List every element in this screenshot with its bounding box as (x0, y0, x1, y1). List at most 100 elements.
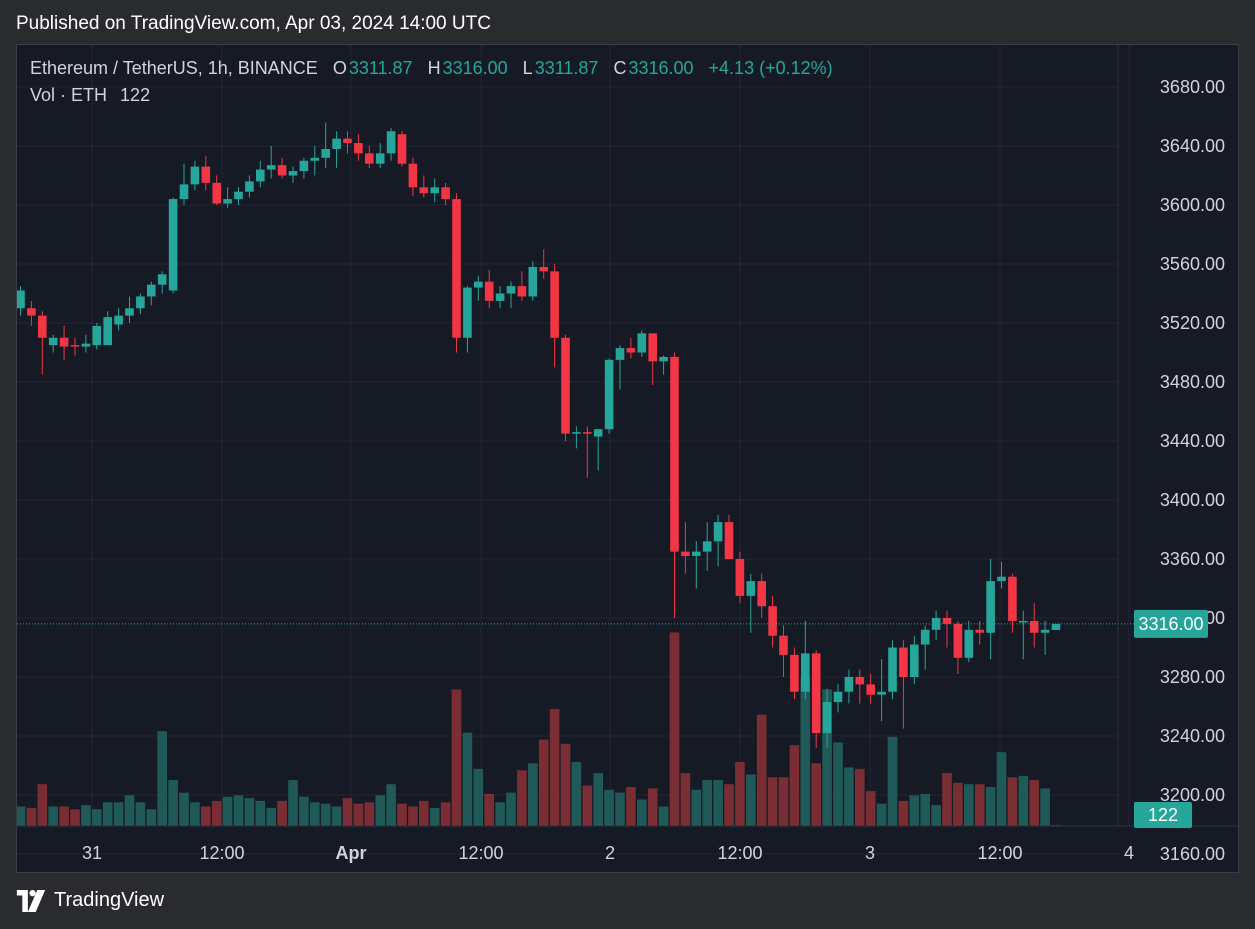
volume-bar (17, 806, 26, 826)
candle-body (920, 629, 930, 645)
symbol-title[interactable]: Ethereum / TetherUS, 1h, BINANCE (30, 58, 318, 78)
candle-body (365, 153, 374, 164)
candle-body (201, 166, 211, 183)
last-price-badge (1134, 609, 1208, 638)
volume-bar (833, 742, 843, 826)
volume-bar (637, 799, 647, 826)
volume-bar (669, 632, 680, 826)
candle-body (572, 432, 581, 434)
volume-bar (528, 763, 538, 826)
volume-bar (702, 780, 712, 826)
volume-bar (440, 802, 451, 826)
candle-body (626, 348, 636, 353)
candle-body (343, 138, 352, 144)
candle-body (59, 337, 69, 347)
candle-body (997, 576, 1006, 582)
candle-body (310, 157, 320, 161)
candle-body (288, 171, 298, 176)
volume-bar (789, 745, 800, 826)
volume-bar (484, 793, 494, 826)
candle-body (604, 359, 614, 430)
volume-bar (985, 787, 996, 826)
candle-body (735, 559, 745, 596)
volume-bar (146, 809, 157, 826)
candlestick-chart[interactable]: 3680.00 3640.00 3600.00 3560.00 3520.00 3480.… (17, 45, 1239, 873)
volume-label[interactable]: Vol · ETH (30, 85, 108, 105)
candle-body (147, 284, 156, 297)
candle-body (593, 429, 603, 437)
volume-bar (626, 787, 636, 826)
candle-body (855, 677, 865, 685)
volume-bar (353, 803, 364, 826)
candle-body (648, 333, 657, 362)
volume-bar (255, 800, 266, 826)
candle-body (1019, 620, 1028, 623)
candle-body (942, 618, 952, 624)
volume-bar (767, 777, 778, 826)
volume-bar (756, 714, 767, 826)
volume-bar (746, 774, 756, 826)
candle-body (811, 653, 821, 734)
candle-body (17, 290, 25, 309)
candle-body (256, 169, 265, 182)
volume-bar (386, 784, 396, 826)
volume-bar (538, 739, 549, 826)
last-volume-label: 122 (1148, 805, 1178, 825)
volume-bar (375, 795, 385, 826)
time-tick-label: 12:00 (717, 843, 762, 863)
time-tick-label: 12:00 (977, 843, 1022, 863)
volume-bar (70, 809, 80, 826)
candle-body (583, 432, 592, 434)
candle-body (321, 148, 330, 158)
candle-body (245, 181, 254, 192)
volume-bar (113, 802, 124, 826)
volume-bar (811, 763, 821, 826)
volume-bar (549, 709, 560, 826)
price-tick-label: 3200.00 (1160, 785, 1225, 805)
candle-body (179, 184, 189, 200)
candle-body (114, 315, 123, 325)
candle-body (528, 266, 538, 297)
volume-bar (299, 796, 309, 826)
candle-body (81, 343, 91, 347)
price-tick-label: 3640.00 (1160, 136, 1225, 156)
candle-body (136, 296, 145, 309)
volume-bar (37, 784, 48, 826)
candle-body (931, 618, 941, 630)
volume-bar (81, 805, 91, 826)
volume-bar (822, 689, 832, 826)
candle-body (354, 143, 363, 154)
price-tick-label: 3280.00 (1160, 667, 1225, 687)
volume-bar (59, 806, 69, 826)
volume-bar (800, 678, 811, 826)
volume-bar (419, 800, 429, 826)
volume-bar (201, 806, 211, 826)
close-label: C (613, 58, 627, 78)
volume-bar (495, 802, 505, 826)
volume-bar (320, 803, 331, 826)
volume-bar (92, 809, 102, 826)
candle-body (495, 293, 505, 301)
volume-bar (233, 795, 244, 826)
volume-bar (168, 780, 178, 826)
volume-bar (1040, 788, 1050, 826)
time-tick-label: 12:00 (199, 843, 244, 863)
low-value: 3311.87 (534, 58, 599, 78)
volume-bar (222, 796, 233, 826)
candle-body (452, 199, 461, 338)
candle-body (212, 182, 221, 204)
candle-body (332, 138, 341, 149)
volume-bar (658, 806, 669, 826)
volume-bar (582, 785, 593, 826)
candle-body (27, 308, 36, 316)
volume-bar (506, 792, 516, 826)
candle-body (517, 286, 527, 297)
volume-bar (26, 807, 37, 826)
volume-bar (244, 798, 255, 826)
price-tick-label: 3680.00 (1160, 77, 1225, 97)
volume-bar (931, 805, 941, 826)
volume-bar (647, 788, 658, 826)
chart-pane[interactable]: 3680.00 3640.00 3600.00 3560.00 3520.00 3480.… (16, 44, 1239, 873)
footer-branding[interactable]: TradingView (16, 889, 164, 912)
price-tick-label: 3240.00 (1160, 726, 1225, 746)
